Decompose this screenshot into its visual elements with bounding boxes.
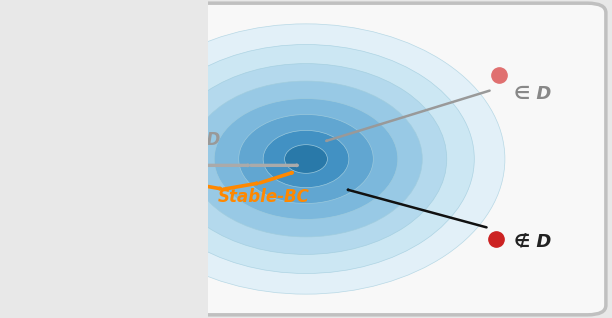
Ellipse shape bbox=[138, 45, 474, 273]
Ellipse shape bbox=[285, 145, 327, 173]
Ellipse shape bbox=[263, 130, 349, 188]
FancyBboxPatch shape bbox=[0, 0, 208, 318]
Polygon shape bbox=[31, 89, 110, 140]
Ellipse shape bbox=[146, 144, 157, 156]
Ellipse shape bbox=[165, 64, 447, 254]
Ellipse shape bbox=[239, 114, 373, 204]
Ellipse shape bbox=[214, 99, 398, 219]
Text: u∈ D: u∈ D bbox=[174, 131, 221, 149]
Text: BC↓: BC↓ bbox=[107, 237, 146, 255]
Ellipse shape bbox=[190, 81, 422, 237]
Text: ∉ D: ∉ D bbox=[514, 234, 551, 252]
Ellipse shape bbox=[107, 24, 505, 294]
Ellipse shape bbox=[99, 137, 139, 175]
Polygon shape bbox=[0, 127, 122, 178]
Ellipse shape bbox=[116, 152, 123, 159]
Polygon shape bbox=[119, 145, 152, 167]
Ellipse shape bbox=[111, 148, 128, 164]
Text: Stable-BC: Stable-BC bbox=[217, 188, 309, 206]
Ellipse shape bbox=[90, 128, 148, 183]
Text: ∈ D: ∈ D bbox=[514, 85, 551, 103]
FancyBboxPatch shape bbox=[6, 3, 606, 315]
Polygon shape bbox=[0, 38, 110, 140]
